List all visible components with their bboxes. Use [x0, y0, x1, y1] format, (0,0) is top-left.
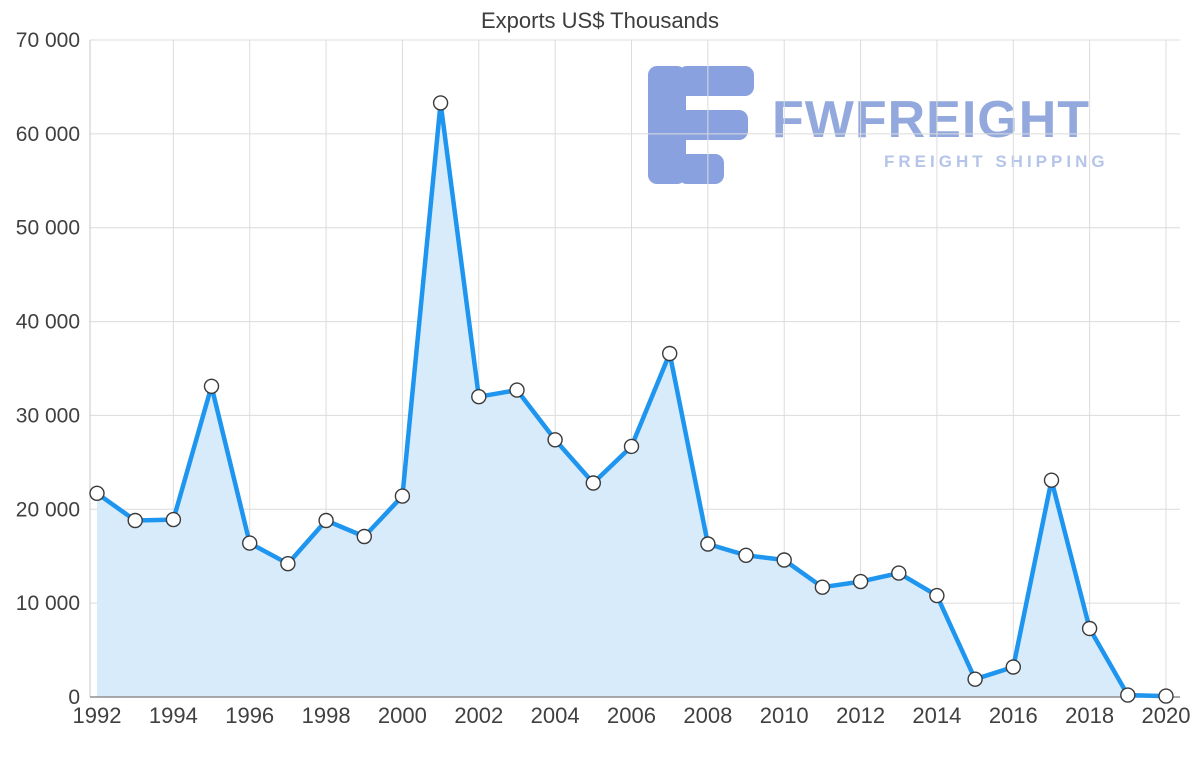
data-point-marker[interactable] — [1158, 688, 1174, 704]
data-point-marker[interactable] — [967, 671, 983, 687]
logo-text-block: FWFREIGHT FREIGHT SHIPPING — [772, 66, 1109, 172]
data-point-marker[interactable] — [165, 511, 182, 528]
data-point-marker[interactable] — [585, 475, 601, 491]
x-axis-tick-label: 2006 — [607, 703, 656, 728]
data-point-marker[interactable] — [852, 573, 869, 590]
data-point-marker[interactable] — [127, 512, 143, 529]
watermark-logo: FWFREIGHT FREIGHT SHIPPING — [648, 66, 1109, 184]
y-axis-tick-label: 0 — [68, 686, 80, 709]
data-point-marker[interactable] — [89, 485, 105, 501]
logo-subtitle-text: FREIGHT SHIPPING — [884, 152, 1109, 171]
x-axis-tick-label: 2012 — [836, 703, 885, 728]
data-point-marker[interactable] — [1005, 659, 1021, 675]
data-point-marker[interactable] — [662, 345, 678, 362]
y-axis-tick-label: 20 000 — [16, 498, 80, 521]
data-point-marker[interactable] — [623, 438, 640, 455]
x-axis-tick-labels: 1992 1994 1996 1998 2000 2002 2004 2006 2008 2010… — [73, 703, 1191, 728]
data-point-marker[interactable] — [547, 432, 563, 448]
area-fill — [97, 102, 1166, 697]
logo-brand-text: FWFREIGHT — [772, 91, 1091, 149]
data-point-marker[interactable] — [318, 512, 334, 529]
x-axis-tick-label: 2004 — [531, 703, 580, 728]
data-point-marker[interactable] — [929, 587, 945, 604]
data-point-marker[interactable] — [203, 378, 220, 394]
x-axis-tick-label: 2014 — [912, 703, 961, 728]
fwfreight-f-bars-logo-icon — [648, 66, 754, 184]
data-point-marker[interactable] — [1081, 620, 1098, 637]
data-point-marker[interactable] — [509, 382, 525, 398]
chart-title: Exports US$ Thousands — [480, 8, 720, 33]
x-axis-tick-label: 2020 — [1142, 703, 1191, 728]
data-point-marker[interactable] — [738, 547, 754, 563]
y-axis-tick-label: 70 000 — [16, 29, 80, 52]
x-axis-tick-label: 2008 — [683, 703, 732, 728]
data-point-marker[interactable] — [356, 528, 372, 545]
data-point-marker[interactable] — [280, 556, 296, 572]
data-point-marker[interactable] — [432, 95, 449, 111]
y-axis-tick-label: 30 000 — [16, 404, 80, 427]
data-point-marker[interactable] — [776, 552, 792, 568]
data-point-marker[interactable] — [814, 579, 831, 595]
x-axis-tick-label: 1994 — [149, 703, 198, 728]
x-axis-tick-label: 2002 — [454, 703, 503, 728]
y-axis-tick-label: 10 000 — [16, 592, 80, 615]
y-axis-tick-label: 50 000 — [16, 217, 80, 240]
x-axis-tick-label: 1998 — [302, 703, 351, 728]
y-axis-tick-label: 60 000 — [16, 123, 80, 146]
data-point-marker[interactable] — [241, 535, 258, 551]
x-axis-tick-label: 2018 — [1065, 703, 1114, 728]
x-axis-tick-label: 2000 — [378, 703, 427, 728]
x-axis-tick-label: 1992 — [73, 703, 122, 728]
data-point-marker[interactable] — [700, 536, 716, 552]
x-axis-tick-label: 2010 — [760, 703, 809, 728]
y-axis-tick-labels: 0 10 000 20 000 30 000 40 000 50 000 60 000 70 … — [16, 29, 80, 709]
data-point-markers — [89, 95, 1174, 704]
y-axis-tick-label: 40 000 — [16, 311, 80, 334]
x-axis-tick-label: 1996 — [225, 703, 274, 728]
data-point-marker[interactable] — [394, 488, 411, 504]
data-point-marker[interactable] — [1043, 472, 1060, 488]
data-point-marker[interactable] — [471, 389, 487, 405]
data-point-marker[interactable] — [1120, 687, 1136, 703]
data-point-marker[interactable] — [891, 565, 907, 581]
x-axis-tick-label: 2016 — [989, 703, 1038, 728]
